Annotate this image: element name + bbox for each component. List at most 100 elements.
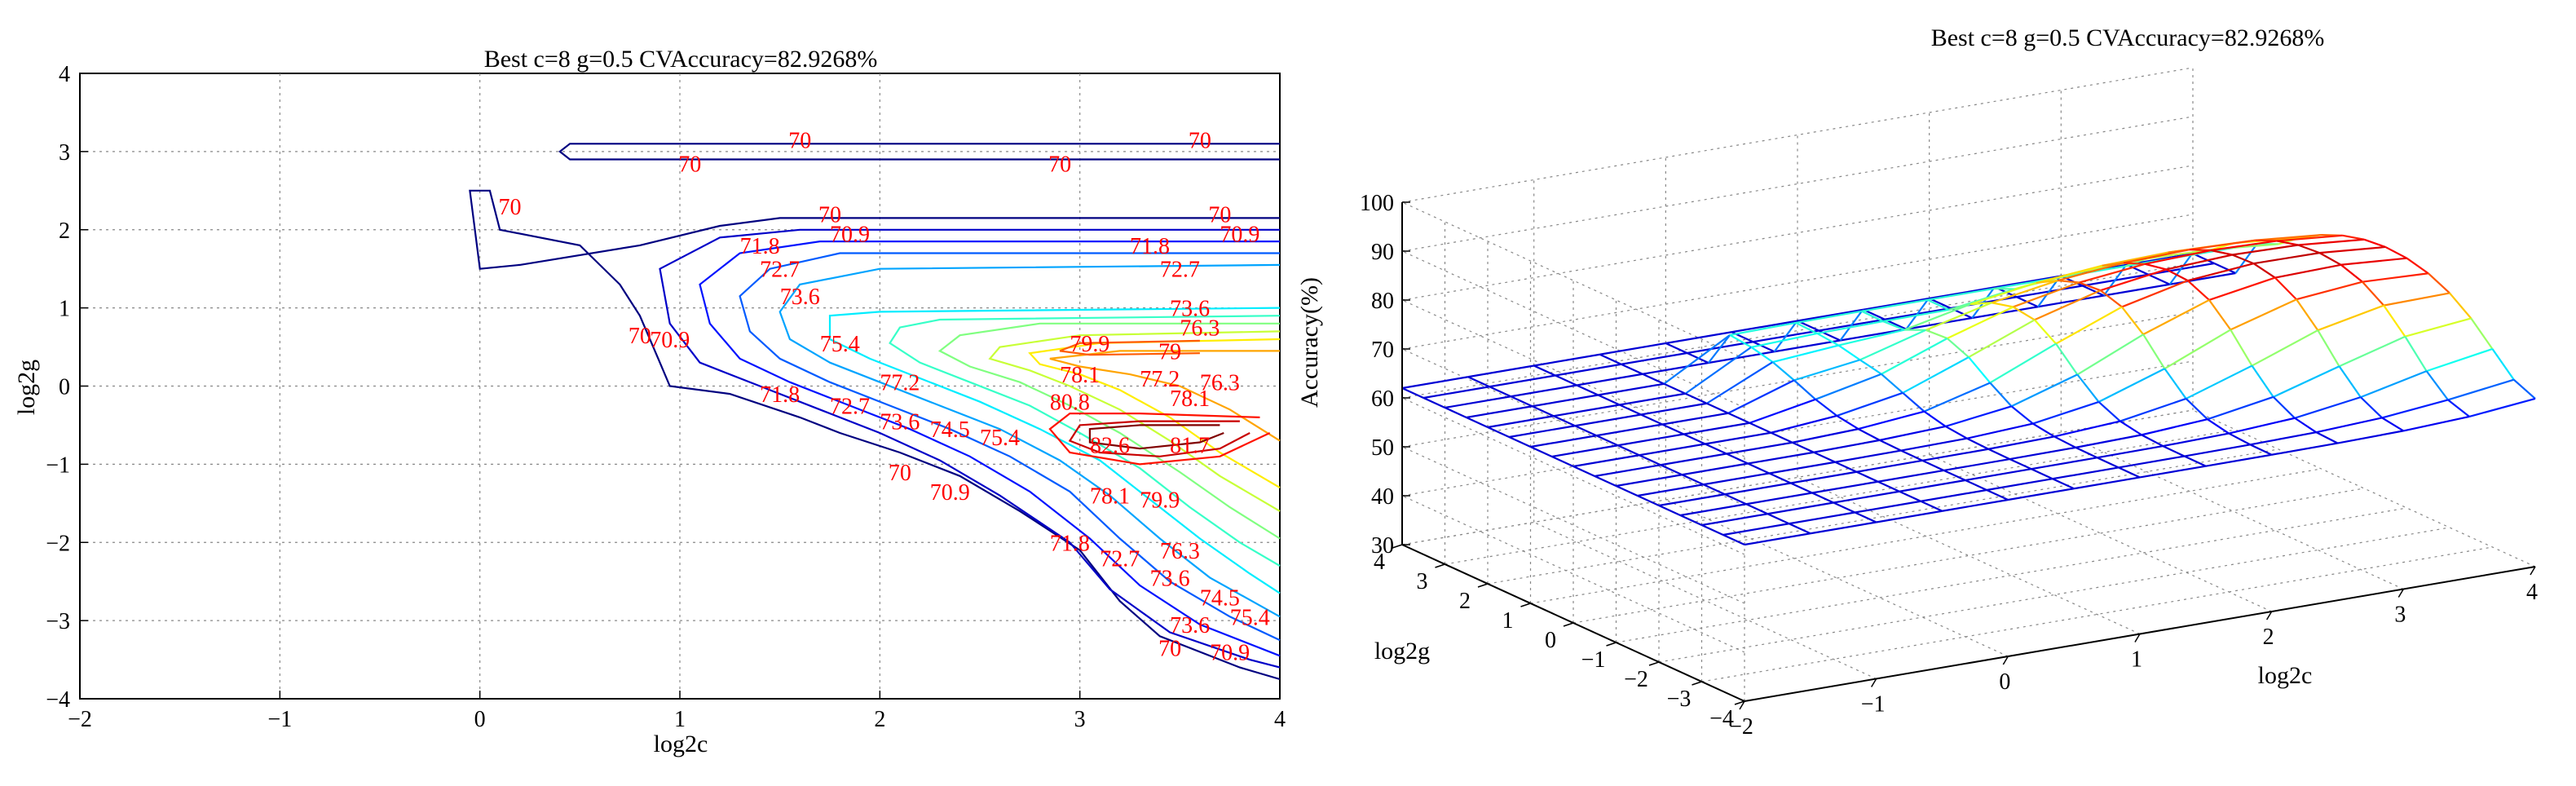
contour-label: 76.3 (1200, 371, 1240, 396)
mesh-edge (1724, 482, 1791, 496)
contour-line (659, 228, 1281, 669)
mesh-edge (2208, 299, 2232, 331)
mesh-edge (1706, 361, 1774, 404)
mesh-edge (1858, 428, 1881, 441)
mesh-edge (1665, 331, 1732, 345)
mesh-edge (1727, 379, 1795, 414)
mesh-edge (1574, 413, 1642, 427)
mesh-edge (2079, 263, 2146, 284)
mesh-edge (2009, 458, 2032, 470)
mesh-edge (2272, 396, 2296, 419)
mesh-edge (2362, 272, 2428, 283)
mesh-edge (1881, 338, 1948, 375)
contour-line (828, 307, 1281, 594)
contour-label: 80.8 (1050, 391, 1090, 416)
mesh-edge (2276, 240, 2299, 246)
mesh-edge (2315, 431, 2338, 444)
mesh-edge (1530, 435, 1597, 448)
z-tick-label: 70 (1371, 338, 1394, 363)
mesh-edge (1921, 488, 1987, 502)
contour-label: 70.9 (650, 328, 690, 353)
mesh-edge (1705, 443, 1727, 455)
mesh-edge (1724, 493, 1747, 506)
mesh-edge (1682, 462, 1749, 476)
mesh-edge (1966, 422, 2033, 439)
mesh-edge (1553, 404, 1620, 417)
mesh-edge (1968, 356, 1992, 384)
mesh-edge (1920, 500, 1943, 512)
x-tick-label: −1 (267, 707, 292, 732)
mesh-edge (2205, 453, 2272, 467)
mesh-edge (1943, 469, 1966, 481)
mesh-edge (2340, 263, 2363, 283)
grid-line-y (1616, 507, 2407, 643)
mesh-edge (1707, 334, 1731, 364)
mesh-edge (1595, 464, 1661, 478)
mesh-edge (1902, 391, 1925, 413)
contour-label: 74.5 (930, 417, 970, 443)
mesh-edge (1793, 379, 1816, 400)
mesh-edge (2230, 298, 2297, 331)
mesh-edge (2164, 368, 2187, 400)
mesh-edge (1574, 425, 1597, 437)
mesh-edge (2053, 435, 2076, 448)
mesh-edge (2337, 430, 2404, 444)
mesh-edge (1882, 320, 1905, 331)
mesh-edge (1511, 384, 1577, 398)
mesh-edge (2405, 317, 2472, 338)
contour-line (1049, 350, 1281, 442)
mesh-edge (1508, 435, 1531, 448)
mesh-edge (1879, 425, 1946, 441)
mesh-edge (2298, 238, 2365, 246)
mesh-edge (1863, 308, 1886, 320)
y-tick-mark (1520, 603, 1531, 607)
y-tick-mark (1692, 681, 1702, 686)
mesh-edge (2147, 273, 2171, 285)
mesh-edge (1987, 448, 2010, 461)
contour-label: 81.7 (1170, 433, 1210, 458)
contour-label: 76.3 (1160, 539, 1200, 564)
mesh-edge (1595, 435, 1619, 447)
mesh-edge (1642, 361, 1709, 375)
mesh-edge (1987, 435, 2055, 450)
mesh-edge (2184, 455, 2207, 467)
y-tick-mark (1606, 642, 1617, 647)
mesh-edge (2058, 279, 2080, 284)
mesh-edge (1660, 453, 1727, 466)
contour-label: 77.2 (880, 371, 920, 396)
chart-title: Best c=8 g=0.5 CVAccuracy=82.9268% (484, 46, 878, 73)
contour-label: 78.1 (1060, 363, 1100, 388)
mesh-edge (2103, 283, 2170, 297)
mesh-edge (1815, 398, 1838, 417)
mesh-edge (2251, 329, 2318, 367)
y-tick-label: 4 (1374, 550, 1385, 575)
contour-line (937, 322, 1281, 540)
contour-label: 70 (1048, 152, 1071, 177)
mesh-edge (1658, 504, 1681, 517)
mesh-edge (1856, 470, 1879, 483)
grid-line-z (1401, 201, 1745, 360)
mesh-edge (2210, 240, 2278, 252)
mesh-edge (2037, 294, 2105, 308)
mesh-edge (1489, 374, 1556, 388)
mesh-edge (1882, 308, 1950, 323)
mesh-edge (1811, 480, 1878, 494)
mesh-edge (1945, 405, 2012, 427)
contour-line (889, 315, 1281, 567)
mesh-edge (1971, 306, 2039, 320)
mesh-edge (1660, 464, 1683, 476)
mesh-edge (2118, 455, 2185, 469)
mesh-edge (2274, 263, 2341, 279)
mesh-edge (2339, 335, 2406, 368)
y-axis-label: log2g (1374, 638, 1430, 665)
mesh-edge (1640, 402, 1707, 416)
surface-chart: Best c=8 g=0.5 CVAccuracy=82.9268% −2 −1 0… (1296, 24, 2538, 740)
mesh-edge (1749, 398, 1816, 424)
mesh-edge (1576, 384, 1599, 396)
mesh-edge (2318, 252, 2342, 266)
mesh-edge (2232, 244, 2299, 256)
contour-label: 70 (818, 203, 841, 228)
contour-line (1068, 420, 1251, 457)
mesh-edge (1789, 511, 1855, 525)
mesh-edge (2168, 254, 2192, 285)
